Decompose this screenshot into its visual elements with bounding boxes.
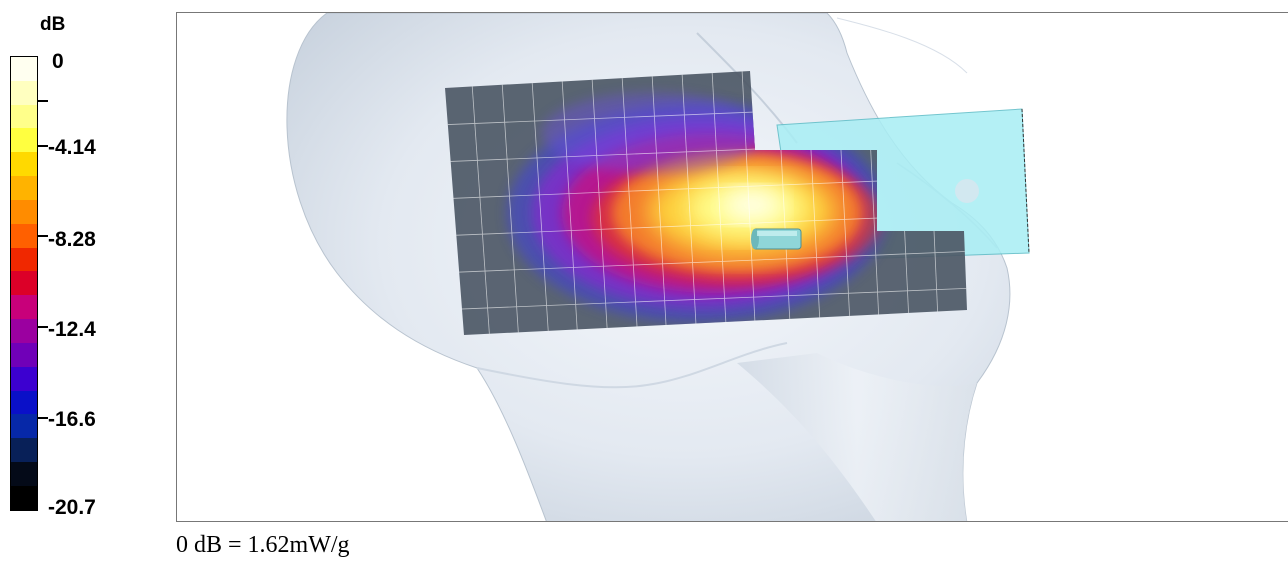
legend-tick	[38, 417, 48, 419]
legend-tick	[38, 100, 48, 102]
scan-grid-lines	[445, 71, 967, 335]
legend-swatch	[11, 438, 37, 463]
legend-swatch	[11, 80, 37, 105]
legend-tick	[38, 145, 48, 147]
zero-db-reference: 0 dB = 1.62mW/g	[176, 532, 350, 558]
legend-label-4: -16.6	[48, 408, 96, 431]
legend-swatch	[11, 104, 37, 129]
ear-bump	[955, 179, 979, 203]
legend-swatch	[11, 57, 37, 81]
legend-swatch	[11, 414, 37, 439]
legend-swatch	[11, 366, 37, 391]
legend-swatch	[11, 128, 37, 153]
ear-plate-edge	[1021, 108, 1030, 254]
legend-label-5: -20.7	[48, 496, 96, 519]
legend-swatch	[11, 485, 37, 510]
legend-swatch	[11, 247, 37, 272]
sar-scene	[286, 13, 1030, 521]
legend-swatch	[11, 462, 37, 486]
color-scale-legend: dB 0 -4.14 -8.28 -12.4 -16.6 -20.7	[0, 0, 170, 520]
legend-label-0: 0	[52, 50, 64, 73]
legend-swatch	[11, 176, 37, 200]
sar-distribution	[507, 93, 887, 323]
legend-swatch	[11, 342, 37, 367]
legend-tick	[38, 326, 48, 328]
legend-swatch	[11, 223, 37, 248]
sar-3d-viewport[interactable]	[176, 12, 1288, 522]
legend-swatch	[11, 319, 37, 343]
legend-label-1: -4.14	[48, 136, 96, 159]
legend-tick	[38, 235, 48, 237]
legend-swatch	[11, 295, 37, 320]
legend-swatch	[11, 199, 37, 224]
feed-point-cylinder	[751, 228, 802, 250]
legend-swatch	[11, 271, 37, 296]
legend-swatch	[11, 390, 37, 415]
color-scale-bar	[10, 56, 38, 511]
legend-label-3: -12.4	[48, 318, 96, 341]
legend-label-2: -8.28	[48, 228, 96, 251]
legend-unit-label: dB	[40, 14, 66, 35]
legend-swatch	[11, 152, 37, 177]
